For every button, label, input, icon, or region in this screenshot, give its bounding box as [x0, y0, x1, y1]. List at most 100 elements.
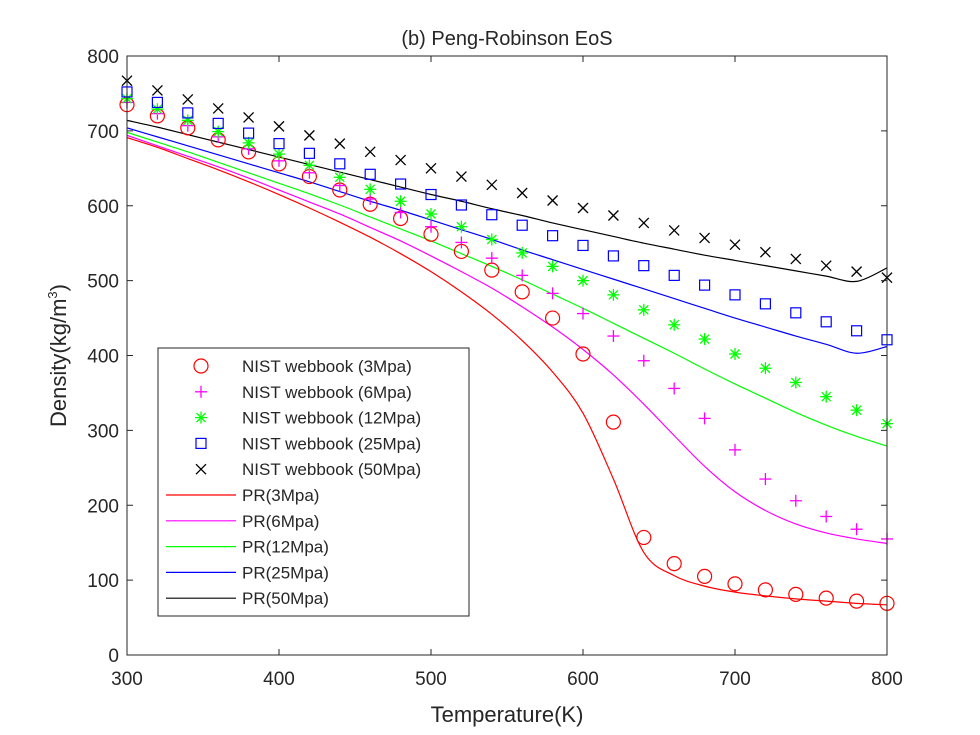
data-point [668, 382, 681, 395]
marker-stroke [851, 266, 863, 278]
marker-stroke [151, 84, 163, 96]
data-point [212, 102, 224, 114]
data-point [759, 246, 771, 258]
marker-stroke [578, 275, 588, 286]
x-axis-label: Temperature(K) [431, 702, 584, 727]
legend-marker-swatch [195, 385, 207, 398]
legend-label: PR(3Mpa) [242, 486, 319, 505]
legend-label: PR(25Mpa) [242, 563, 329, 582]
marker-stroke [365, 184, 376, 195]
marker-stroke [699, 232, 711, 244]
data-point [182, 107, 194, 119]
data-point [638, 217, 650, 229]
data-point [212, 125, 225, 138]
data-point [729, 239, 741, 251]
data-point [575, 346, 591, 362]
data-point [851, 266, 863, 278]
data-point [455, 199, 467, 211]
chart-title: (b) Peng-Robinson EoS [401, 28, 612, 50]
marker-stroke [486, 234, 497, 245]
data-point [242, 136, 255, 149]
marker-stroke [456, 221, 467, 232]
data-point [273, 120, 285, 132]
marker-stroke [820, 260, 832, 272]
data-point [729, 443, 741, 456]
data-point [820, 390, 833, 403]
data-point [182, 93, 194, 105]
x-tick-label: 800 [871, 669, 903, 690]
marker-stroke [729, 239, 741, 251]
x-tick-label: 300 [111, 669, 143, 690]
y-tick-label: 600 [87, 197, 119, 218]
legend-label: NIST webbook (12Mpa) [242, 409, 421, 428]
data-point [850, 404, 863, 417]
marker-stroke [547, 195, 559, 206]
legend-entry: PR(12Mpa) [166, 538, 329, 557]
legend-marker-swatch [195, 437, 207, 449]
data-point [850, 325, 863, 337]
data-point [698, 279, 711, 291]
data-point [395, 154, 407, 166]
data-point [394, 195, 407, 208]
data-point [757, 582, 774, 598]
data-point [546, 287, 559, 300]
marker-stroke [638, 217, 650, 229]
marker-stroke [607, 210, 619, 221]
data-point [788, 586, 804, 602]
data-point [820, 260, 832, 272]
data-point [668, 318, 681, 331]
x-tick-label: 500 [415, 669, 447, 690]
data-point [607, 288, 620, 301]
marker-stroke [426, 209, 436, 219]
marker-stroke [668, 224, 680, 236]
marker-stroke [486, 179, 498, 191]
legend: NIST webbook (3Mpa) NIST webbook (6Mpa) NI… [157, 347, 470, 617]
data-point [607, 330, 620, 343]
data-point [698, 412, 711, 425]
marker-stroke [334, 138, 346, 150]
y-axis-label: Density(kg/m3) [45, 284, 71, 427]
data-point [486, 209, 498, 221]
marker-stroke [243, 111, 255, 123]
line-pr-6mpa [126, 134, 888, 545]
marker-stroke [699, 334, 710, 344]
data-point [181, 114, 194, 127]
data-point [455, 171, 467, 183]
data-point [546, 230, 559, 242]
line-pr-50mpa [126, 119, 888, 283]
legend-entry: NIST webbook (12Mpa) [195, 409, 421, 428]
series-nist-webbook-3mpa [119, 97, 895, 611]
marker-stroke [790, 377, 801, 388]
data-point [759, 362, 772, 375]
data-point [820, 316, 832, 328]
legend-marker-swatch [193, 358, 209, 374]
marker-stroke [303, 129, 315, 141]
marker-stroke [669, 319, 680, 330]
data-point [577, 274, 589, 287]
data-point [516, 187, 528, 199]
marker-stroke [608, 289, 619, 300]
data-point [333, 171, 346, 184]
data-point [273, 138, 285, 150]
data-point [818, 590, 834, 606]
y-tick-label: 0 [108, 646, 119, 667]
marker-stroke [638, 304, 649, 315]
data-point [699, 232, 711, 244]
data-point [850, 523, 863, 536]
legend-entry: NIST webbook (3Mpa) [193, 357, 412, 376]
legend-label: PR(12Mpa) [242, 538, 329, 557]
marker-stroke [547, 261, 558, 272]
y-axis-label-suffix: ) [46, 284, 71, 291]
data-point [516, 269, 529, 282]
data-point [759, 473, 772, 486]
data-point [759, 298, 772, 310]
marker-stroke [304, 160, 315, 171]
data-point [637, 303, 650, 316]
data-point [455, 220, 468, 233]
marker-stroke [851, 405, 862, 416]
data-point [516, 219, 528, 231]
x-tick-label: 700 [719, 669, 751, 690]
pr-lines [126, 119, 888, 606]
data-point [666, 556, 682, 572]
y-tick-label: 100 [87, 571, 119, 592]
